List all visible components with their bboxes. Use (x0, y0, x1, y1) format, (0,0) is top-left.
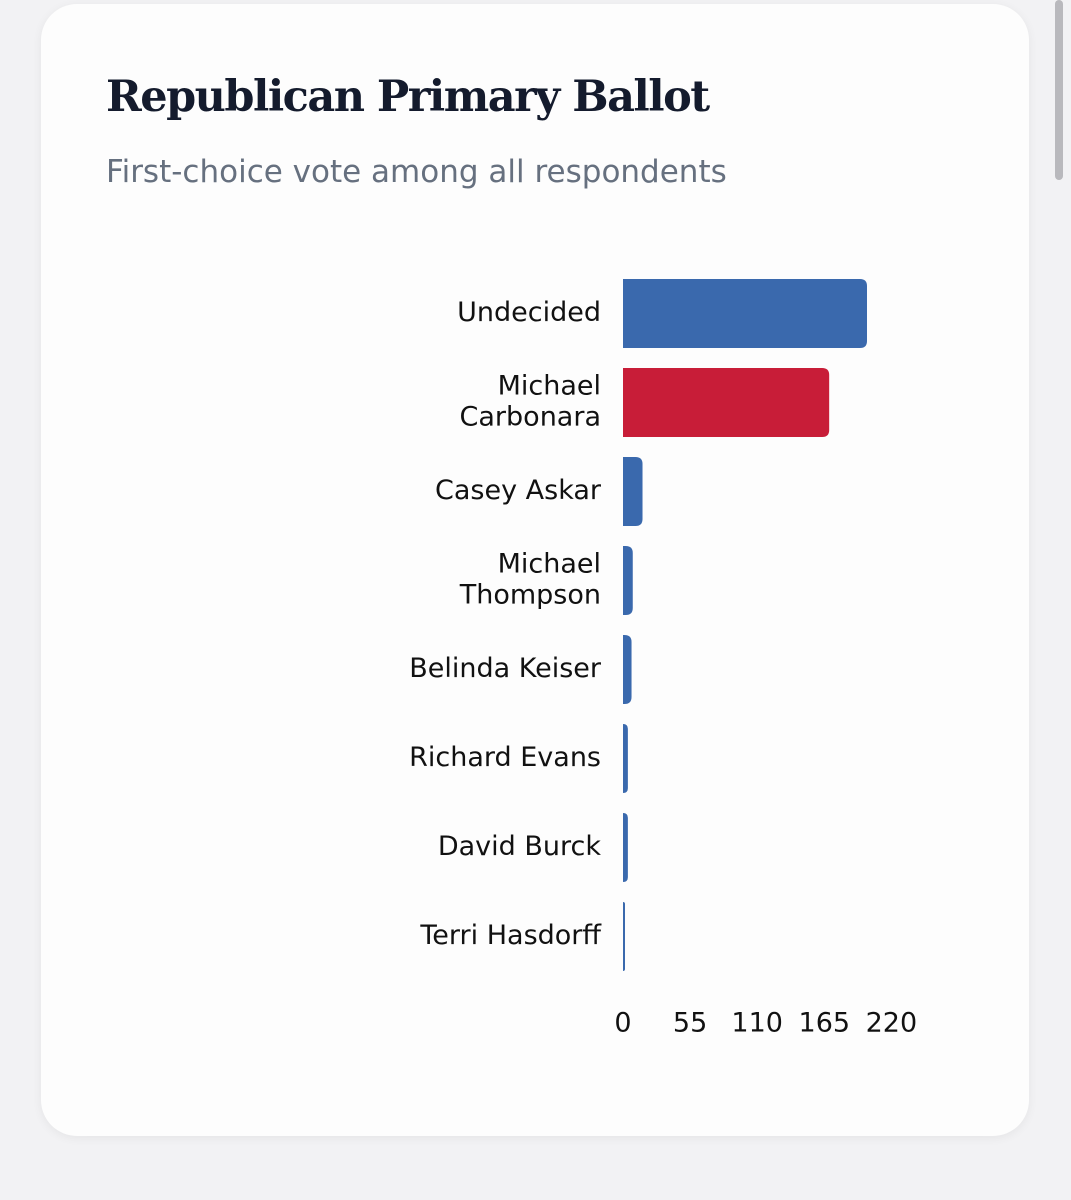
bar-4[interactable] (623, 635, 632, 704)
chart-subtitle: First-choice vote among all respondents (106, 154, 727, 190)
scrollbar-thumb[interactable] (1055, 0, 1063, 180)
bar-5[interactable] (623, 724, 628, 793)
category-label-5: Richard Evans (409, 742, 601, 773)
bar-6[interactable] (623, 813, 628, 882)
chart-card (41, 4, 1029, 1136)
bar-1[interactable] (623, 368, 830, 437)
bar-3[interactable] (623, 546, 633, 615)
category-label-1: Carbonara (460, 402, 601, 433)
category-label-4: Belinda Keiser (409, 653, 602, 684)
bar-2[interactable] (623, 457, 643, 526)
x-tick-label-0: 0 (614, 1008, 631, 1039)
x-tick-label-3: 165 (799, 1008, 851, 1039)
category-label-0: Undecided (457, 297, 601, 328)
x-tick-label-2: 110 (731, 1008, 783, 1039)
x-tick-label-4: 220 (866, 1008, 918, 1039)
category-label-7: Terri Hasdorff (419, 920, 602, 951)
category-label-1: Michael (498, 371, 601, 402)
category-label-2: Casey Askar (435, 475, 602, 506)
bar-7[interactable] (623, 902, 625, 971)
chart-title: Republican Primary Ballot (106, 72, 710, 122)
bar-0[interactable] (623, 279, 867, 348)
category-label-3: Michael (498, 549, 601, 580)
x-tick-label-1: 55 (673, 1008, 707, 1039)
category-label-6: David Burck (438, 831, 602, 862)
category-label-3: Thompson (459, 580, 601, 611)
